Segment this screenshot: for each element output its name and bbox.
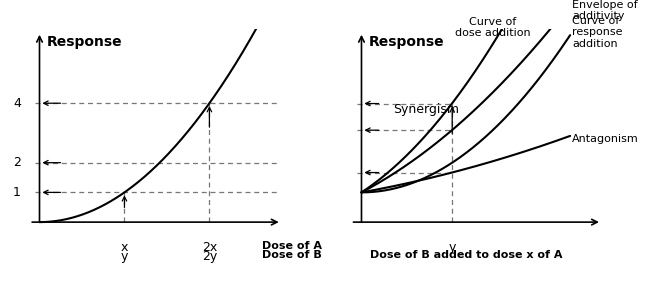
Text: 2y: 2y [202, 250, 217, 263]
Text: y: y [121, 250, 128, 263]
Text: Envelope of
additivity: Envelope of additivity [572, 0, 638, 21]
Text: Dose of B: Dose of B [262, 250, 322, 260]
Text: Dose of B added to dose x of A: Dose of B added to dose x of A [369, 250, 562, 260]
Text: Response: Response [369, 35, 444, 49]
Text: Antagonism: Antagonism [572, 134, 639, 144]
Text: 1: 1 [13, 186, 21, 199]
Text: Dose of A: Dose of A [262, 240, 322, 251]
Text: 4: 4 [13, 97, 21, 110]
Text: Response: Response [46, 35, 122, 49]
Text: 2x: 2x [202, 240, 217, 253]
Text: Curve of
dose addition: Curve of dose addition [455, 16, 531, 38]
Text: Synergism: Synergism [393, 103, 459, 116]
Text: y: y [448, 240, 456, 253]
Text: x: x [121, 240, 128, 253]
Text: Curve of
response
addition: Curve of response addition [572, 16, 622, 49]
Text: 2: 2 [13, 156, 21, 169]
